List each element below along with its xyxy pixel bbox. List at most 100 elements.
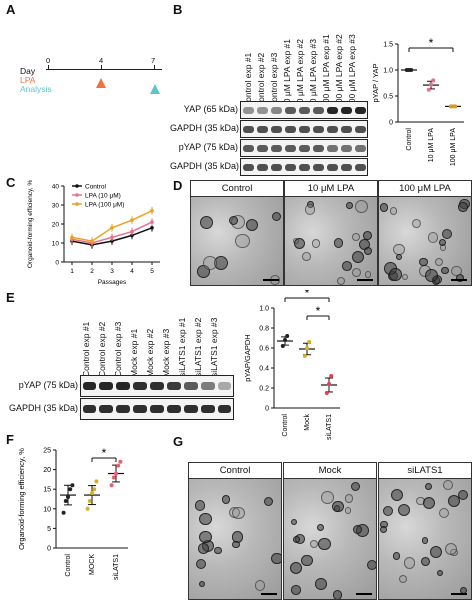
row-label: GAPDH (35 kDa) — [8, 403, 78, 413]
data-point — [110, 226, 114, 230]
legend-label: LPA (100 μM) — [85, 202, 124, 209]
y-axis-label: pYAP/GAPDH — [243, 334, 252, 381]
organoid — [344, 494, 354, 503]
data-point — [130, 218, 134, 222]
organoid — [427, 232, 439, 243]
x-tick-label: 1 — [70, 268, 74, 275]
blot-band — [242, 106, 254, 114]
blot-band — [133, 382, 148, 391]
data-point — [307, 340, 312, 344]
panel-label-c: C — [6, 175, 16, 190]
blot-band — [340, 163, 352, 171]
organoid — [451, 265, 463, 277]
data-point — [283, 338, 287, 342]
blot-band — [217, 382, 232, 391]
organoid — [321, 491, 334, 504]
blot-band — [150, 405, 164, 414]
significance-star: * — [305, 290, 310, 300]
organoid — [293, 238, 305, 250]
timeline-mark — [154, 65, 155, 70]
organoid — [341, 261, 352, 272]
blot-band — [183, 405, 198, 414]
y-tick-label: 10 — [52, 241, 60, 248]
blot-band — [242, 163, 254, 171]
timeline-tick-4: 4 — [99, 56, 104, 65]
blot-band — [150, 382, 164, 391]
lane-label: Control exp #1 — [81, 321, 91, 377]
organoid — [379, 526, 387, 534]
data-point — [118, 459, 123, 464]
data-point — [94, 479, 99, 484]
y-tick-label: 1.5 — [383, 42, 393, 49]
organoid — [424, 483, 432, 491]
category-label: Control — [282, 414, 289, 437]
timeline-tick-7: 7 — [151, 56, 156, 65]
y-tick-label: 0 — [55, 260, 59, 267]
organoid — [395, 253, 402, 260]
data-point — [111, 475, 116, 480]
y-tick-label: 0 — [389, 120, 393, 127]
data-point — [66, 495, 70, 500]
organoid — [351, 233, 360, 242]
micro-header: Mock — [283, 462, 377, 479]
data-point — [61, 510, 66, 515]
blot-band — [326, 125, 338, 133]
lane-label: siLATS1 exp #1 — [177, 317, 187, 377]
row-label: GAPDH (35 kDa) — [170, 161, 240, 171]
data-point — [87, 498, 92, 503]
blot-band — [284, 144, 296, 152]
category-label: MOCK — [89, 554, 96, 575]
blot-strip-gapdh — [80, 398, 234, 420]
row-label: pYAP (75 kDa) — [18, 380, 78, 390]
organoid — [317, 537, 331, 551]
lane-label: Mock exp #2 — [145, 328, 155, 377]
blot-band — [116, 405, 131, 414]
panel-label-g: G — [173, 434, 184, 449]
blot-band — [256, 125, 268, 133]
organoid — [332, 589, 343, 599]
scale-bar — [451, 593, 467, 595]
panel-label-d: D — [173, 178, 183, 193]
category-label: Control — [65, 554, 72, 577]
organoid — [228, 215, 239, 226]
blot-band — [298, 106, 310, 114]
blot-band — [354, 163, 366, 171]
panel-label-b: B — [173, 2, 183, 17]
category-label: siLATS1 — [113, 554, 120, 580]
organoid — [304, 204, 316, 215]
organoid — [421, 537, 429, 545]
organoid — [352, 250, 365, 263]
data-point — [150, 226, 154, 230]
x-axis-label: Passages — [98, 279, 127, 286]
data-point — [150, 220, 154, 224]
organoid — [403, 557, 416, 569]
organoid — [442, 228, 453, 240]
chart-c: 0 10 20 30 40 1 2 3 4 5 Passages Organoid-forming e… — [27, 180, 160, 286]
blot-band — [242, 125, 254, 133]
organoid — [272, 212, 282, 222]
y-axis-label: Organoid-forming efficiency, % — [17, 448, 26, 550]
category-label: siLATS1 — [326, 414, 333, 440]
micrograph-lpa10 — [284, 196, 378, 286]
blot-band — [340, 106, 352, 114]
y-tick-label: 1.0 — [383, 68, 393, 75]
blot-band — [284, 125, 296, 133]
organoid — [457, 490, 468, 501]
organoid — [289, 561, 302, 574]
category-label: 10 μM LPA — [428, 128, 435, 163]
data-point — [431, 78, 436, 83]
y-axis-label: pYAP / YAP — [371, 63, 380, 102]
data-point — [150, 208, 154, 213]
panel-label-a: A — [6, 2, 16, 17]
organoid — [245, 218, 259, 232]
significance-star: * — [316, 304, 321, 318]
y-tick-label: 5 — [47, 526, 51, 533]
organoid — [389, 206, 398, 215]
micrograph-control — [190, 196, 284, 286]
data-point — [92, 487, 97, 492]
blot-band — [133, 405, 148, 414]
organoid — [301, 554, 313, 566]
data-point — [130, 229, 134, 234]
x-tick-label: 4 — [130, 268, 134, 275]
data-point — [110, 235, 114, 240]
